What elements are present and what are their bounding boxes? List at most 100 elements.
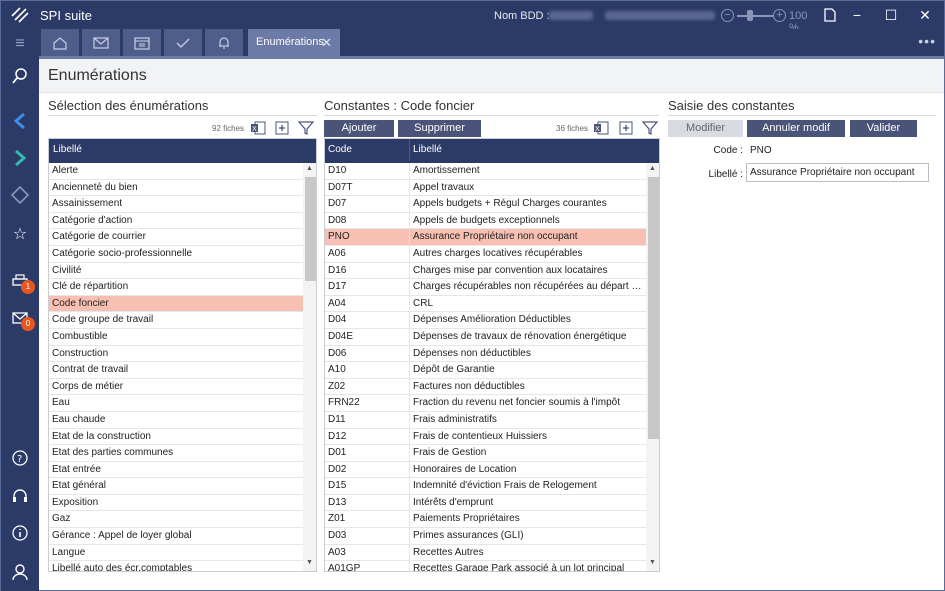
list-item[interactable]: Clé de répartition xyxy=(49,279,316,296)
table-row[interactable]: D08 Appels de budgets exceptionnels xyxy=(325,212,659,230)
scroll-thumb[interactable] xyxy=(648,177,659,439)
table-row[interactable]: D06 Dépenses non déductibles xyxy=(325,345,659,363)
table-row[interactable]: D04E Dépenses de travaux de rénovation én… xyxy=(325,328,659,346)
enum-count: 92 fiches xyxy=(212,124,245,133)
info-icon[interactable] xyxy=(1,518,39,548)
list-item[interactable]: Catégorie d'action xyxy=(49,213,316,230)
menu-icon[interactable]: ≡ xyxy=(15,35,25,52)
tab-notifications[interactable] xyxy=(205,29,243,56)
list-item[interactable]: Contrat de travail xyxy=(49,362,316,379)
list-item[interactable]: Libellé auto des écr.comptables xyxy=(49,561,316,571)
close-tab-icon[interactable]: ✕ xyxy=(321,35,332,50)
star-icon[interactable]: ☆ xyxy=(12,226,28,243)
table-row[interactable]: A03 Recettes Autres xyxy=(325,544,659,562)
table-row[interactable]: D04 Dépenses Amélioration Déductibles xyxy=(325,312,659,329)
table-row[interactable]: D10 Amortissement xyxy=(325,163,659,180)
add-icon[interactable] xyxy=(618,120,634,136)
list-item[interactable]: Catégorie socio-professionnelle xyxy=(49,246,316,263)
list-item[interactable]: Exposition xyxy=(49,495,316,512)
table-row[interactable]: D15 Indemnité d'éviction Frais de Relogem… xyxy=(325,478,659,495)
add-icon[interactable] xyxy=(274,120,290,136)
zoom-in-icon[interactable]: + xyxy=(773,9,786,22)
help-icon[interactable]: ? xyxy=(1,443,39,473)
table-row[interactable]: A01GP Recettes Garage Park associé à un l… xyxy=(325,561,659,571)
headset-icon[interactable] xyxy=(1,481,39,511)
list-item[interactable]: Gaz xyxy=(49,511,316,529)
list-item[interactable]: Code foncier xyxy=(49,295,316,313)
table-row[interactable]: Z02 Factures non déductibles xyxy=(325,378,659,396)
constants-scrollbar[interactable]: ▲ ▼ xyxy=(646,163,659,571)
scroll-up-icon[interactable]: ▲ xyxy=(306,165,313,172)
libelle-input[interactable]: Assurance Propriétaire non occupant xyxy=(746,163,929,182)
list-item[interactable]: Catégorie de courrier xyxy=(49,229,316,246)
cancel-modify-button[interactable]: Annuler modif xyxy=(747,120,845,137)
table-row[interactable]: D03 Primes assurances (GLI) xyxy=(325,528,659,545)
code-cell: D16 xyxy=(325,262,410,279)
module-diamond-icon[interactable] xyxy=(1,180,39,210)
zoom-out-icon[interactable]: − xyxy=(721,9,734,22)
table-row[interactable]: D16 Charges mise par convention aux locat… xyxy=(325,262,659,280)
list-item[interactable]: Eau chaude xyxy=(49,412,316,429)
table-row[interactable]: D01 Frais de Gestion xyxy=(325,445,659,462)
table-row[interactable]: D17 Charges récupérables non récupérées a… xyxy=(325,279,659,296)
table-row[interactable]: D13 Intérêts d'emprunt xyxy=(325,494,659,512)
tab-tasks[interactable] xyxy=(164,29,202,56)
code-cell: D07T xyxy=(325,179,410,196)
list-item[interactable]: Corps de métier xyxy=(49,379,316,396)
enum-scrollbar[interactable]: ▲ ▼ xyxy=(303,163,316,571)
table-row[interactable]: A04 CRL xyxy=(325,295,659,313)
excel-export-icon[interactable]: X xyxy=(250,120,266,136)
list-item[interactable]: Etat entrée xyxy=(49,462,316,479)
list-item[interactable]: Civilité xyxy=(49,263,316,280)
document-icon[interactable] xyxy=(824,8,836,22)
filter-icon[interactable] xyxy=(298,120,314,136)
close-button[interactable]: ✕ xyxy=(919,7,931,23)
minimize-button[interactable]: − xyxy=(852,7,862,23)
list-item-label: Etat général xyxy=(52,480,106,492)
list-item[interactable]: Langue xyxy=(49,545,316,562)
scroll-thumb[interactable] xyxy=(305,177,316,281)
search-icon[interactable] xyxy=(1,61,39,91)
scroll-down-icon[interactable]: ▼ xyxy=(306,559,313,566)
module-teal-icon[interactable] xyxy=(1,143,39,173)
table-row[interactable]: D02 Honoraires de Location xyxy=(325,461,659,479)
table-row[interactable]: D07 Appels budgets + Régul Charges couran… xyxy=(325,196,659,213)
zoom-control[interactable]: − + 100 % xyxy=(721,8,816,34)
module-blue-icon[interactable] xyxy=(1,106,39,136)
filter-icon[interactable] xyxy=(642,120,658,136)
list-item[interactable]: Combustible xyxy=(49,329,316,346)
list-item[interactable]: Assainissement xyxy=(49,196,316,213)
list-item[interactable]: Etat des parties communes xyxy=(49,445,316,462)
delete-button[interactable]: Supprimer xyxy=(398,120,481,137)
tab-home[interactable] xyxy=(41,29,79,56)
list-item[interactable]: Etat de la construction xyxy=(49,429,316,446)
list-item[interactable]: Alerte xyxy=(49,163,316,180)
table-row[interactable]: A06 Autres charges locatives récupérables xyxy=(325,245,659,263)
list-item[interactable]: Eau xyxy=(49,395,316,412)
maximize-button[interactable]: ☐ xyxy=(884,7,898,23)
table-row[interactable]: D11 Frais administratifs xyxy=(325,411,659,429)
add-button[interactable]: Ajouter xyxy=(324,120,394,137)
table-row[interactable]: D07T Appel travaux xyxy=(325,179,659,197)
more-options-icon[interactable]: ••• xyxy=(918,33,936,49)
scroll-down-icon[interactable]: ▼ xyxy=(649,559,656,566)
table-row[interactable]: FRN22 Fraction du revenu net foncier soum… xyxy=(325,395,659,412)
tab-mail[interactable] xyxy=(82,29,120,56)
tab-enumerations[interactable]: Enumérations ✕ xyxy=(248,29,340,56)
list-item[interactable]: Code groupe de travail xyxy=(49,312,316,329)
table-row[interactable]: Z01 Paiements Propriétaires xyxy=(325,511,659,529)
tab-calendar[interactable] xyxy=(123,29,161,56)
zoom-slider-thumb[interactable] xyxy=(747,10,753,21)
modify-button[interactable]: Modifier xyxy=(668,120,743,137)
validate-button[interactable]: Valider xyxy=(850,120,917,137)
user-icon[interactable] xyxy=(1,557,39,587)
list-item[interactable]: Gérance : Appel de loyer global xyxy=(49,528,316,545)
list-item[interactable]: Etat général xyxy=(49,478,316,495)
list-item[interactable]: Construction xyxy=(49,346,316,363)
table-row[interactable]: D12 Frais de contentieux Huissiers xyxy=(325,428,659,446)
table-row[interactable]: A10 Dépôt de Garantie xyxy=(325,362,659,379)
table-row[interactable]: PNO Assurance Propriétaire non occupant xyxy=(325,229,659,246)
list-item[interactable]: Ancienneté du bien xyxy=(49,180,316,197)
excel-export-icon[interactable]: X xyxy=(593,120,609,136)
scroll-up-icon[interactable]: ▲ xyxy=(649,165,656,172)
